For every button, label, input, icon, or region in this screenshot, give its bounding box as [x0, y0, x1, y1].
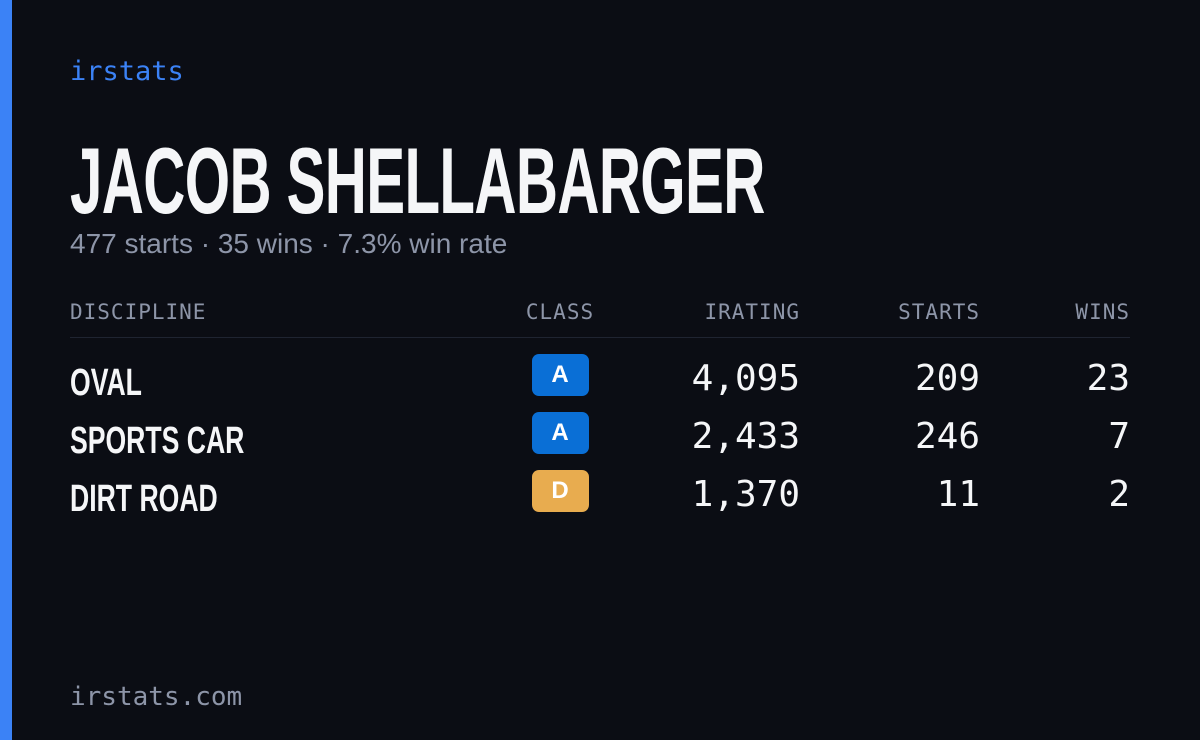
irating: 1,370: [691, 474, 800, 515]
wins: 23: [1086, 358, 1130, 399]
irating: 2,433: [691, 416, 800, 457]
class-badge: D: [531, 470, 589, 512]
class-badge: A: [531, 354, 589, 396]
accent-bar: [0, 0, 12, 740]
starts: 246: [914, 416, 980, 457]
wins: 2: [1108, 474, 1130, 515]
header-rule: [70, 337, 1130, 338]
footer: irstats.com: [70, 682, 243, 712]
starts: 209: [914, 358, 980, 399]
column-header: IRATING: [704, 300, 800, 324]
column-header: STARTS: [898, 300, 980, 324]
irating: 4,095: [691, 358, 800, 399]
starts: 11: [936, 474, 980, 515]
discipline: SPORTS CAR: [70, 420, 245, 462]
column-header: WINS: [1075, 300, 1130, 324]
driver-name: JACOB SHELLABARGER: [70, 128, 765, 233]
column-header: CLASS: [525, 300, 595, 324]
class-badge: A: [531, 412, 589, 454]
discipline: OVAL: [70, 362, 142, 404]
driver-summary: 477 starts · 35 wins · 7.3% win rate: [70, 228, 508, 259]
wins: 7: [1108, 416, 1130, 457]
column-header: DISCIPLINE: [70, 300, 207, 324]
brand: irstats: [70, 56, 184, 87]
discipline: DIRT ROAD: [70, 478, 218, 520]
